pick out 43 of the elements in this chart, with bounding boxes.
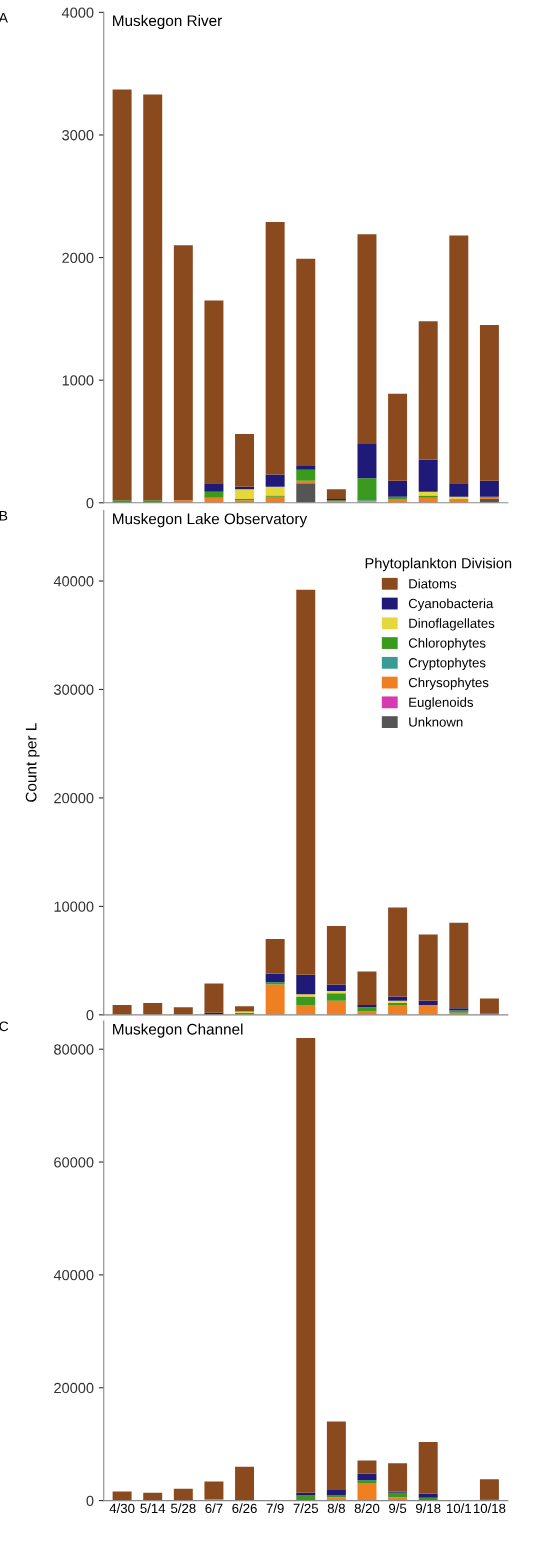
legend-label: Euglenoids <box>409 697 474 710</box>
legend-label: Dinoflagellates <box>409 618 495 631</box>
text: C <box>0 1021 9 1032</box>
x-tick-label: 9/5 <box>389 1503 407 1514</box>
chart-title: Muskegon River <box>113 14 222 30</box>
x-tick-label: 10/1 <box>446 1503 471 1514</box>
y-tick-label: 0 <box>86 497 94 509</box>
chart-title: Muskegon Channel <box>113 1023 243 1038</box>
y-tick-label: 0 <box>86 1495 94 1507</box>
y-axis-title: Count per L <box>25 723 40 802</box>
y-tick-label: 60000 <box>54 1157 94 1168</box>
x-tick-label: 7/25 <box>293 1503 319 1514</box>
chart-title: Muskegon Lake Observatory <box>113 513 308 528</box>
y-tick-label: 30000 <box>54 684 94 695</box>
y-tick-label: 10000 <box>54 901 94 912</box>
y-tick-label: 3000 <box>62 130 94 141</box>
legend-label: Chlorophytes <box>408 638 486 651</box>
y-tick-label: 20000 <box>54 793 94 804</box>
y-tick-label: 40000 <box>53 576 94 587</box>
legend-label: Diatoms <box>409 578 457 589</box>
x-tick-label: 8/8 <box>327 1503 345 1514</box>
legend-label: Chrysophytes <box>408 677 489 690</box>
x-tick-label: 6/7 <box>205 1503 223 1514</box>
legend-title: Phytoplankton Division <box>365 557 512 572</box>
x-tick-label: 9/18 <box>415 1503 441 1514</box>
x-tick-label: 10/18 <box>473 1503 506 1514</box>
y-tick-label: 40000 <box>53 1270 94 1281</box>
y-tick-label: 20000 <box>54 1382 94 1394</box>
legend-label: Cyanobacteria <box>408 598 494 611</box>
x-tick-label: 6/26 <box>232 1503 257 1514</box>
y-tick-label: 1000 <box>62 375 94 386</box>
legend-label: Unknown <box>409 717 463 727</box>
y-tick-label: 80000 <box>54 1044 94 1055</box>
legend-label: Cryptophytes <box>408 657 486 671</box>
x-tick-label: 5/14 <box>140 1503 166 1514</box>
x-tick-label: 8/20 <box>354 1503 380 1514</box>
text: B <box>0 511 8 521</box>
x-tick-label: 4/30 <box>109 1503 135 1514</box>
y-tick-label: 0 <box>86 1009 94 1021</box>
x-tick-label: 5/28 <box>171 1503 196 1514</box>
x-tick-label: 7/9 <box>266 1503 284 1514</box>
y-tick-label: 4000 <box>61 7 94 18</box>
y-tick-label: 2000 <box>62 252 94 263</box>
